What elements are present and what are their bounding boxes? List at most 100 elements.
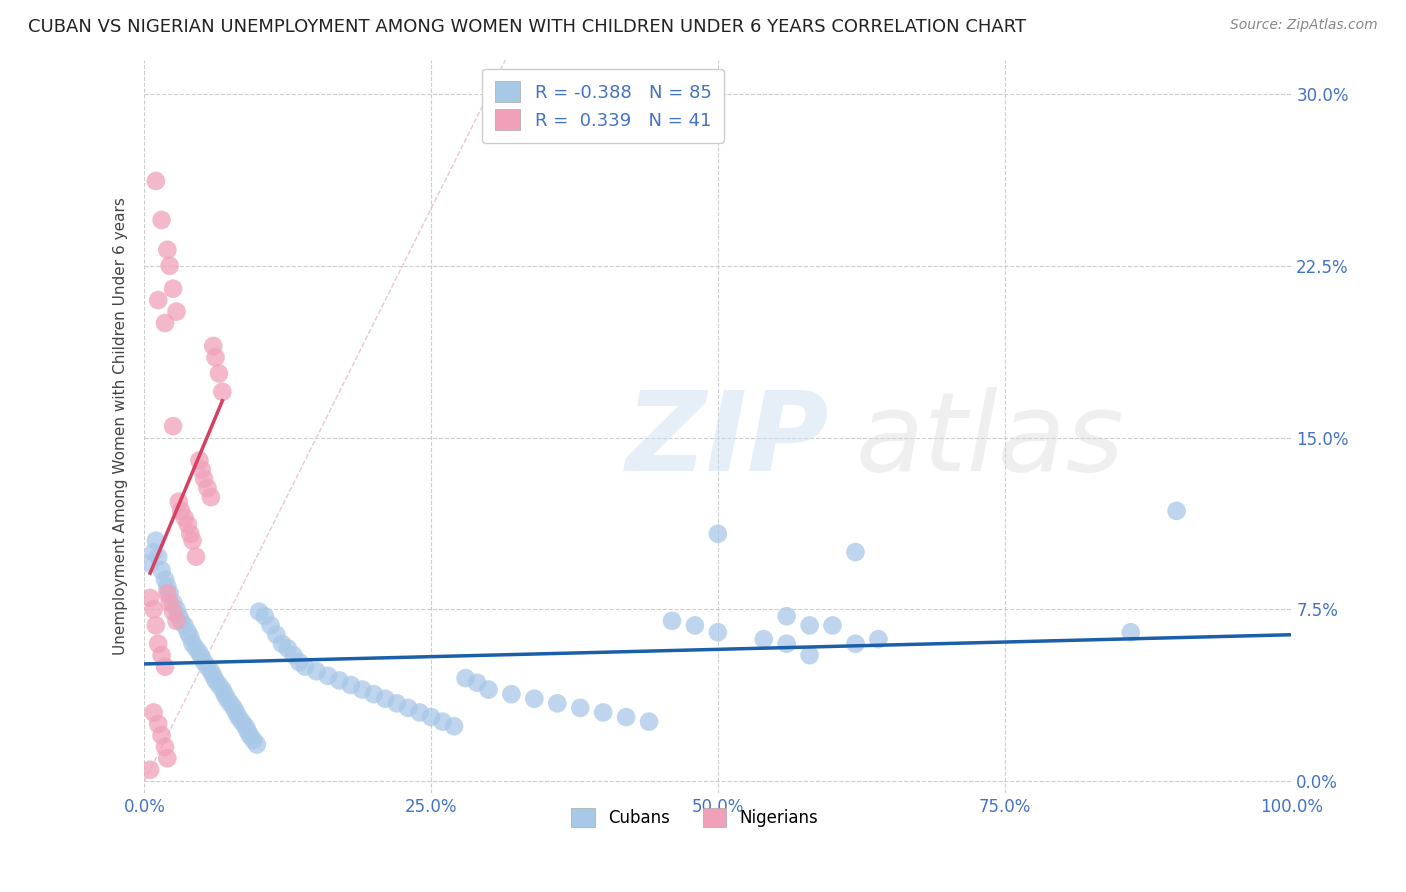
Point: [156, 586, 179, 600]
Point: [159, 586, 181, 600]
Point: [159, 595, 181, 609]
Point: [316, 669, 339, 683]
Point: [153, 573, 176, 587]
Point: [150, 648, 173, 663]
Point: [363, 687, 385, 701]
Point: [146, 549, 169, 564]
Point: [614, 710, 637, 724]
Point: [177, 517, 200, 532]
Point: [153, 659, 176, 673]
Point: [202, 339, 225, 353]
Point: [193, 655, 215, 669]
Point: [546, 696, 568, 710]
Text: Source: ZipAtlas.com: Source: ZipAtlas.com: [1230, 18, 1378, 32]
Point: [179, 630, 201, 644]
Point: [162, 282, 184, 296]
Point: [1166, 504, 1188, 518]
Point: [190, 650, 212, 665]
Y-axis label: Unemployment Among Women with Children Under 6 years: Unemployment Among Women with Children U…: [114, 197, 128, 655]
Point: [153, 316, 176, 330]
Point: [181, 533, 204, 548]
Point: [231, 714, 253, 729]
Point: [197, 481, 219, 495]
Point: [162, 605, 184, 619]
Point: [208, 367, 231, 381]
Point: [173, 618, 195, 632]
Point: [184, 641, 207, 656]
Point: [177, 625, 200, 640]
Point: [374, 691, 396, 706]
Point: [200, 665, 222, 679]
Point: [145, 618, 167, 632]
Point: [142, 602, 165, 616]
Point: [173, 510, 195, 524]
Point: [170, 614, 193, 628]
Point: [167, 494, 190, 508]
Point: [443, 719, 465, 733]
Point: [219, 696, 242, 710]
Point: [420, 710, 443, 724]
Point: [776, 637, 799, 651]
Point: [166, 602, 188, 616]
Point: [204, 351, 226, 365]
Point: [253, 609, 276, 624]
Point: [569, 701, 592, 715]
Point: [150, 564, 173, 578]
Point: [752, 632, 775, 647]
Point: [193, 472, 215, 486]
Point: [246, 738, 269, 752]
Point: [385, 696, 408, 710]
Point: [501, 687, 523, 701]
Point: [239, 728, 262, 742]
Point: [188, 646, 211, 660]
Point: [139, 763, 162, 777]
Point: [145, 533, 167, 548]
Point: [142, 706, 165, 720]
Point: [465, 675, 488, 690]
Point: [200, 490, 222, 504]
Point: [215, 691, 238, 706]
Point: [277, 641, 299, 656]
Point: [242, 733, 264, 747]
Point: [166, 304, 188, 318]
Point: [396, 701, 419, 715]
Point: [142, 545, 165, 559]
Point: [233, 719, 256, 733]
Point: [523, 691, 546, 706]
Point: [156, 751, 179, 765]
Point: [146, 637, 169, 651]
Point: [259, 618, 281, 632]
Text: ZIP: ZIP: [626, 387, 830, 494]
Point: [188, 453, 211, 467]
Point: [222, 701, 245, 715]
Point: [844, 637, 866, 651]
Point: [776, 609, 799, 624]
Point: [328, 673, 350, 688]
Text: CUBAN VS NIGERIAN UNEMPLOYMENT AMONG WOMEN WITH CHILDREN UNDER 6 YEARS CORRELATI: CUBAN VS NIGERIAN UNEMPLOYMENT AMONG WOM…: [28, 18, 1026, 36]
Point: [592, 706, 614, 720]
Point: [153, 739, 176, 754]
Point: [146, 717, 169, 731]
Point: [162, 595, 184, 609]
Point: [683, 618, 706, 632]
Point: [211, 384, 233, 399]
Point: [271, 637, 294, 651]
Point: [156, 579, 179, 593]
Point: [211, 682, 233, 697]
Point: [190, 463, 212, 477]
Point: [197, 659, 219, 673]
Point: [799, 618, 821, 632]
Point: [162, 419, 184, 434]
Point: [844, 545, 866, 559]
Point: [283, 648, 305, 663]
Point: [661, 614, 683, 628]
Point: [236, 723, 259, 738]
Point: [181, 637, 204, 651]
Point: [156, 243, 179, 257]
Point: [204, 673, 226, 688]
Point: [247, 605, 270, 619]
Point: [868, 632, 890, 647]
Point: [352, 682, 374, 697]
Point: [170, 504, 193, 518]
Point: [179, 526, 201, 541]
